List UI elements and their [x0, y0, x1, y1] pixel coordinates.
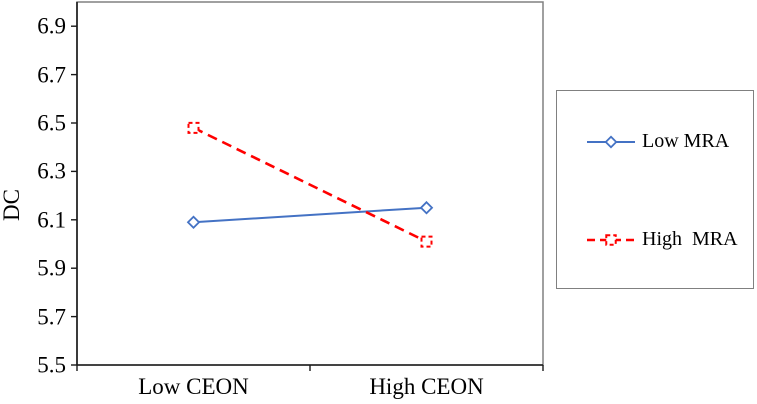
diamond-marker	[604, 135, 618, 148]
series-line	[192, 126, 428, 243]
y-tick-label: 6.3	[37, 158, 66, 184]
legend-sample-line-low-mra	[587, 135, 635, 148]
series-line	[193, 206, 427, 224]
legend-sample-line-high-mra	[587, 233, 635, 246]
y-tick-label: 6.1	[37, 207, 66, 233]
y-tick-label: 5.5	[37, 352, 66, 378]
y-tick-label: 6.7	[37, 62, 66, 88]
legend-item-high-mra: High MRA	[587, 228, 738, 251]
y-tick-label: 5.9	[37, 255, 66, 281]
square-marker	[605, 233, 617, 246]
legend-label-high-mra: High MRA	[642, 228, 738, 250]
diamond-marker	[419, 200, 434, 215]
y-tick-label: 6.5	[37, 110, 66, 136]
diamond-marker	[186, 215, 201, 229]
legend-box: Low MRA High MRA	[556, 90, 754, 289]
legend-item-low-mra: Low MRA	[587, 130, 729, 153]
legend-label-low-mra: Low MRA	[642, 130, 730, 152]
x-category-label: High CEON	[369, 374, 484, 399]
y-tick-label: 6.9	[37, 13, 66, 39]
square-marker	[420, 235, 433, 248]
y-tick-label: 5.7	[37, 304, 66, 330]
x-category-label: Low CEON	[138, 374, 249, 399]
square-marker	[187, 121, 200, 134]
